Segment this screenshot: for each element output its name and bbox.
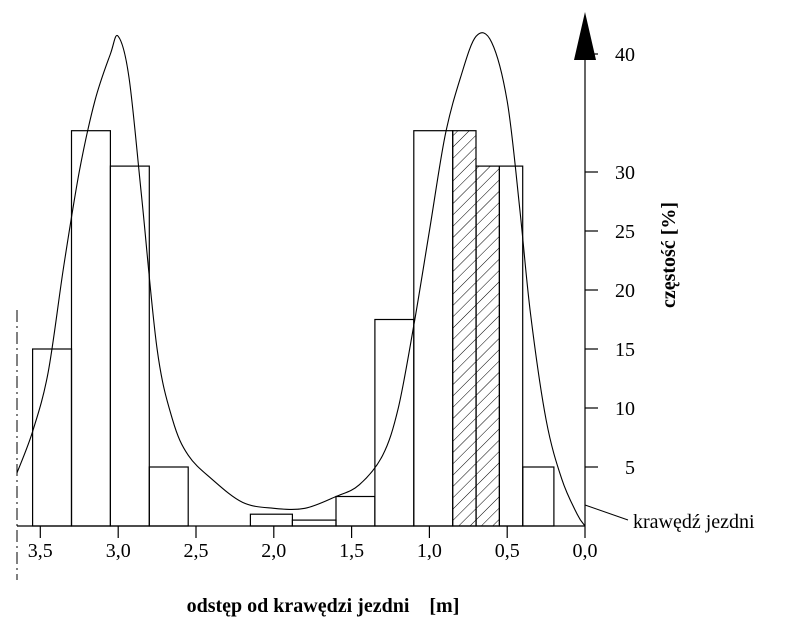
y-tick-label: 10 xyxy=(615,398,635,420)
y-axis-arrow xyxy=(574,12,596,60)
histogram-bar-13 xyxy=(522,466,555,527)
x-tick-label: 3,5 xyxy=(28,540,53,562)
x-tick-label: 0,5 xyxy=(495,540,520,562)
x-tick-label: 3,0 xyxy=(106,540,131,562)
y-tick-label: 30 xyxy=(615,162,635,184)
y-tick-label: 15 xyxy=(615,339,635,361)
histogram-bar-3 xyxy=(109,165,150,527)
curve-group xyxy=(16,32,586,527)
histogram-bar-9 xyxy=(413,130,454,527)
histogram-bar-10 xyxy=(452,130,477,527)
histogram-bar-5 xyxy=(249,513,293,527)
x-ticks-group: 3,5 3,0 2,5 2,0 1,5 1,0 0,5 0,0 xyxy=(28,526,598,562)
bars-group xyxy=(31,130,555,527)
histogram-bar-12 xyxy=(498,165,524,527)
x-tick-label: 2,0 xyxy=(261,540,286,562)
road-edge-leader-line xyxy=(584,504,629,521)
histogram-bar-2 xyxy=(70,130,112,527)
y-tick-label: 25 xyxy=(615,221,635,243)
y-axis-label: częstość [%] xyxy=(658,202,680,308)
histogram-bar-4 xyxy=(148,466,189,527)
histogram-bar-11 xyxy=(475,165,501,527)
frequency-curve xyxy=(16,32,586,527)
x-tick-label: 1,0 xyxy=(417,540,442,562)
histogram-bar-1 xyxy=(31,348,73,527)
y-tick-label: 5 xyxy=(625,457,635,479)
road-edge-annotation: krawędź jezdni xyxy=(633,511,755,533)
x-tick-label: 1,5 xyxy=(339,540,364,562)
histogram-bar-6 xyxy=(291,519,337,527)
y-tick-label: 20 xyxy=(615,280,635,302)
histogram-bar-7 xyxy=(335,495,376,527)
x-tick-label: 2,5 xyxy=(184,540,209,562)
y-tick-label: 40 xyxy=(615,44,635,66)
x-tick-label: 0,0 xyxy=(573,540,598,562)
x-axis-label: odstęp od krawędzi jezdni [m] xyxy=(187,595,460,617)
y-ticks-group: 5 10 15 20 25 30 40 xyxy=(585,44,635,479)
